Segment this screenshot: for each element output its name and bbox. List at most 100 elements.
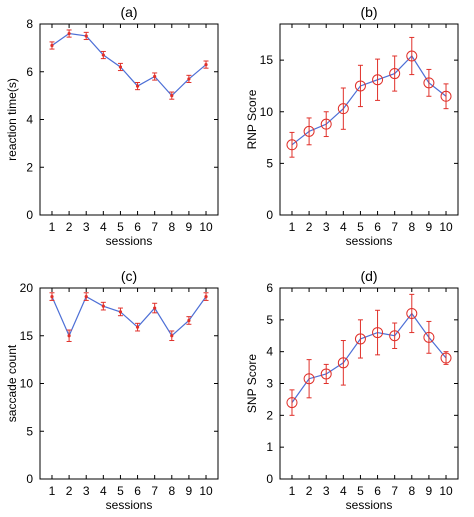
data-point xyxy=(50,294,54,299)
x-axis-label: sessions xyxy=(346,234,393,248)
series-line xyxy=(51,295,207,338)
x-axis-label: sessions xyxy=(346,498,393,512)
data-point xyxy=(303,373,315,385)
data-point xyxy=(423,331,435,343)
data-point xyxy=(337,357,349,369)
panel-title: (b) xyxy=(360,4,377,20)
data-point xyxy=(440,352,452,364)
y-tick-label: 0 xyxy=(266,208,273,222)
data-point xyxy=(204,294,208,299)
x-tick-label: 9 xyxy=(186,484,193,498)
x-tick-label: 8 xyxy=(168,484,175,498)
data-point xyxy=(337,103,349,115)
x-tick-label: 3 xyxy=(323,220,330,234)
y-axis-label: SNP Score xyxy=(245,354,259,413)
plot-frame xyxy=(279,23,459,216)
x-tick-label: 6 xyxy=(374,484,381,498)
data-point xyxy=(440,90,452,102)
x-tick-label: 4 xyxy=(340,484,347,498)
y-tick-label: 10 xyxy=(20,377,34,391)
x-tick-label: 6 xyxy=(374,220,381,234)
y-tick-label: 6 xyxy=(266,281,273,295)
x-tick-label: 2 xyxy=(66,220,73,234)
x-tick-label: 5 xyxy=(117,220,124,234)
x-tick-label: 5 xyxy=(357,484,364,498)
data-point xyxy=(135,84,140,88)
panel-title: (c) xyxy=(121,268,137,284)
x-tick-label: 6 xyxy=(134,484,141,498)
data-point xyxy=(118,310,123,314)
data-point xyxy=(320,368,332,380)
x-tick-label: 1 xyxy=(49,220,56,234)
x-tick-label: 10 xyxy=(439,484,453,498)
x-tick-label: 2 xyxy=(306,484,313,498)
y-tick-label: 5 xyxy=(26,424,33,438)
y-axis-label: saccade count xyxy=(5,344,19,422)
x-tick-label: 2 xyxy=(306,220,313,234)
data-point xyxy=(320,118,332,130)
x-tick-label: 7 xyxy=(391,220,398,234)
data-point xyxy=(118,65,123,69)
x-tick-label: 10 xyxy=(199,484,213,498)
data-point xyxy=(354,80,366,92)
x-tick-label: 10 xyxy=(439,220,453,234)
data-point xyxy=(389,68,401,80)
x-tick-label: 1 xyxy=(289,484,296,498)
y-tick-label: 1 xyxy=(266,440,273,454)
x-tick-label: 1 xyxy=(289,220,296,234)
data-point xyxy=(187,77,191,81)
data-point xyxy=(170,334,174,338)
x-tick-label: 9 xyxy=(426,484,433,498)
y-tick-label: 2 xyxy=(266,408,273,422)
y-tick-label: 3 xyxy=(266,377,273,391)
plot-frame xyxy=(39,23,219,216)
y-axis-label: reaction time(s) xyxy=(5,78,19,161)
y-tick-label: 5 xyxy=(266,156,273,170)
data-point xyxy=(67,334,71,338)
x-tick-label: 7 xyxy=(151,484,158,498)
data-point xyxy=(372,74,384,86)
y-tick-label: 0 xyxy=(26,472,33,486)
data-point xyxy=(101,53,105,57)
y-tick-label: 4 xyxy=(26,113,33,127)
x-tick-label: 6 xyxy=(134,220,141,234)
x-tick-label: 2 xyxy=(66,484,73,498)
x-tick-label: 4 xyxy=(100,220,107,234)
data-point xyxy=(135,325,140,329)
x-tick-label: 1 xyxy=(49,484,56,498)
x-tick-label: 7 xyxy=(151,220,158,234)
x-tick-label: 10 xyxy=(199,220,213,234)
y-tick-label: 4 xyxy=(266,345,273,359)
x-tick-label: 3 xyxy=(83,220,90,234)
series-line xyxy=(291,312,447,403)
series-line xyxy=(291,55,447,146)
x-tick-label: 3 xyxy=(83,484,90,498)
data-point xyxy=(170,94,174,98)
y-tick-label: 6 xyxy=(26,65,33,79)
data-point xyxy=(286,397,298,409)
panel-title: (d) xyxy=(360,268,377,284)
x-tick-label: 8 xyxy=(408,220,415,234)
x-axis-label: sessions xyxy=(106,498,153,512)
data-point xyxy=(67,31,71,36)
x-tick-label: 9 xyxy=(426,220,433,234)
data-point xyxy=(303,125,315,137)
series-line xyxy=(51,32,207,97)
data-point xyxy=(187,318,191,323)
y-tick-label: 2 xyxy=(26,160,33,174)
data-point xyxy=(50,43,54,48)
data-point xyxy=(84,294,88,299)
x-tick-label: 7 xyxy=(391,484,398,498)
data-point xyxy=(406,50,418,62)
x-tick-label: 3 xyxy=(323,484,330,498)
x-tick-label: 5 xyxy=(117,484,124,498)
panel-title: (a) xyxy=(120,4,137,20)
data-point xyxy=(153,74,157,79)
y-tick-label: 15 xyxy=(20,329,34,343)
data-point xyxy=(153,306,157,310)
